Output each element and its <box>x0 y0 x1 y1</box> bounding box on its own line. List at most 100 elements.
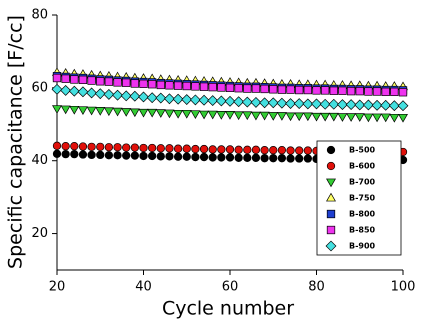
point <box>303 154 313 163</box>
point <box>70 150 79 159</box>
point <box>60 84 72 96</box>
point <box>293 98 305 109</box>
point <box>189 94 201 106</box>
point <box>243 84 252 93</box>
point <box>181 94 193 105</box>
point <box>303 85 312 95</box>
y-tick-label: 80 <box>31 8 48 23</box>
point <box>371 99 383 111</box>
point <box>148 80 157 89</box>
point <box>208 145 217 154</box>
point <box>233 96 245 108</box>
point <box>388 100 400 112</box>
point <box>173 109 184 119</box>
point <box>234 153 243 162</box>
y-axis-label: Specific capacitance [F/cc] <box>5 15 27 269</box>
point <box>147 151 157 161</box>
point <box>216 111 227 120</box>
point <box>52 105 62 114</box>
point <box>120 90 132 102</box>
point <box>398 113 408 123</box>
point <box>302 112 313 122</box>
y-tick-label: 60 <box>31 80 48 95</box>
point <box>217 83 226 92</box>
point <box>269 85 278 94</box>
point <box>70 141 79 151</box>
point <box>303 146 313 155</box>
point <box>276 112 287 121</box>
x-tick-label: 80 <box>308 280 325 295</box>
point <box>390 87 399 97</box>
point <box>103 107 114 117</box>
point <box>129 90 141 102</box>
point <box>96 150 105 160</box>
legend-label: B-600 <box>349 162 376 171</box>
point <box>380 113 391 123</box>
point <box>61 150 70 159</box>
x-tick-label: 20 <box>49 280 66 295</box>
point <box>122 78 131 87</box>
point <box>96 142 105 152</box>
point <box>207 110 218 120</box>
point <box>182 152 191 161</box>
point <box>207 95 219 107</box>
point <box>242 111 253 121</box>
point <box>52 149 62 158</box>
point <box>113 143 122 152</box>
legend-marker <box>326 145 336 155</box>
point <box>329 86 338 95</box>
point <box>311 112 322 122</box>
point <box>355 86 364 96</box>
point <box>121 108 132 117</box>
point <box>52 73 62 83</box>
point <box>250 111 261 121</box>
point <box>199 144 209 154</box>
point <box>268 112 279 121</box>
point <box>155 109 166 118</box>
point <box>173 152 183 161</box>
point <box>225 83 235 93</box>
point <box>78 150 88 159</box>
point <box>234 84 243 93</box>
point <box>286 154 295 163</box>
point <box>217 153 226 162</box>
point <box>362 99 374 111</box>
point <box>173 144 183 153</box>
point <box>165 81 174 90</box>
point <box>70 75 79 84</box>
point <box>130 151 140 160</box>
point <box>191 144 200 154</box>
point <box>295 146 304 155</box>
point <box>243 153 252 162</box>
point <box>277 85 287 94</box>
y-tick-label: 40 <box>31 153 48 168</box>
point <box>103 88 115 100</box>
point <box>321 86 330 95</box>
point <box>129 108 140 118</box>
legend-marker <box>326 192 336 202</box>
point <box>138 108 149 118</box>
point <box>87 142 96 152</box>
point <box>60 105 71 115</box>
point <box>320 112 331 122</box>
point <box>233 111 244 121</box>
point <box>397 100 409 112</box>
point <box>251 153 261 162</box>
point <box>113 151 122 160</box>
point <box>104 143 114 152</box>
point <box>164 109 175 119</box>
x-axis-label: Cycle number <box>162 298 294 320</box>
point <box>269 154 278 163</box>
point <box>52 141 62 150</box>
point <box>269 145 278 155</box>
point <box>259 111 270 121</box>
point <box>364 87 373 96</box>
point <box>77 106 88 115</box>
point <box>182 144 191 153</box>
point <box>337 99 348 111</box>
point <box>302 98 314 110</box>
point <box>372 87 382 96</box>
point <box>328 98 340 110</box>
point <box>122 143 131 152</box>
